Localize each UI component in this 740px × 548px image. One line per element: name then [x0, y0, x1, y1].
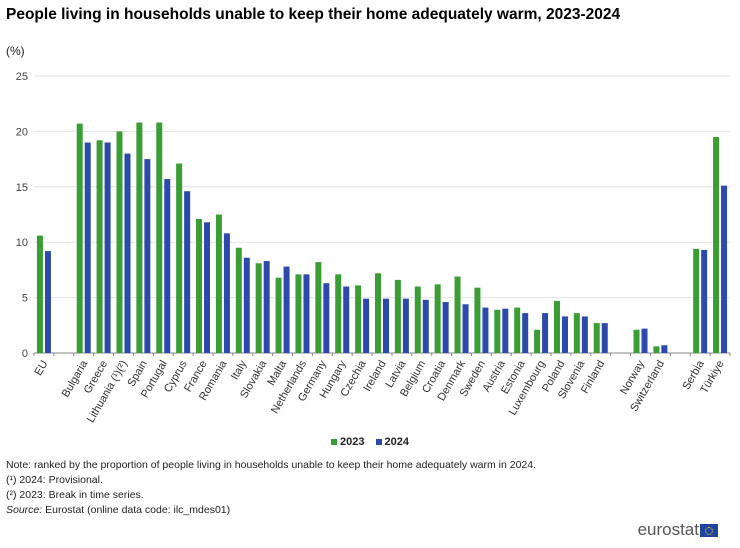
- bar-2024-Luxembourg: [542, 313, 549, 353]
- bar-2024-France: [204, 222, 211, 353]
- y-tick-label: 25: [16, 71, 28, 83]
- bar-2024-Switzerland: [661, 345, 668, 353]
- bar-2023-Estonia: [514, 307, 521, 353]
- note-provisional: (¹) 2024: Provisional.: [6, 474, 103, 486]
- bar-2024-Croatia: [442, 302, 449, 353]
- source-line: Source: Eurostat (online data code: ilc_…: [6, 503, 536, 518]
- bar-2024-Türkiye: [721, 185, 728, 353]
- bar-2023-Austria: [494, 309, 501, 353]
- bar-2024-Estonia: [522, 313, 529, 353]
- legend-swatch: [330, 439, 337, 446]
- bar-2024-Slovenia: [581, 316, 588, 353]
- bar-2024-Sweden: [482, 307, 489, 353]
- bar-2023-Serbia: [693, 248, 700, 353]
- note-ranking: Note: ranked by the proportion of people…: [6, 459, 537, 471]
- bar-2023-Türkiye: [713, 136, 720, 353]
- bar-2024-Spain: [144, 159, 151, 353]
- bar-2023-Belgium: [414, 286, 421, 353]
- bar-2023-Bulgaria: [76, 123, 83, 353]
- bar-2023-Luxembourg: [534, 329, 541, 353]
- y-tick-label: 0: [22, 348, 28, 360]
- bar-2023-Germany: [315, 262, 322, 353]
- eurostat-logo: eurostat: [638, 520, 718, 540]
- bar-2023-Greece: [96, 140, 103, 353]
- bar-2023-Poland: [553, 300, 560, 353]
- bar-2023-Romania: [215, 214, 222, 353]
- bar-2024-Poland: [561, 316, 568, 353]
- bar-2023-Cyprus: [176, 163, 183, 353]
- bar-2023-Portugal: [156, 122, 163, 353]
- bar-2023-Italy: [235, 247, 242, 353]
- y-tick-label: 10: [16, 237, 28, 249]
- bar-2024-Netherlands: [303, 274, 310, 353]
- y-tick-label: 15: [16, 182, 28, 194]
- bar-2024-Finland: [601, 323, 608, 353]
- bar-2024-EU: [44, 251, 51, 353]
- bar-2024-Greece: [104, 142, 111, 353]
- bar-2023-Spain: [136, 122, 143, 353]
- bar-2024-Ireland: [383, 298, 389, 353]
- chart-title: People living in households unable to ke…: [6, 6, 621, 23]
- bar-2023-Lithuania (¹)(²): [116, 131, 123, 353]
- bar-2023-Denmark: [454, 276, 461, 353]
- eu-flag-icon: [700, 523, 718, 537]
- bar-2023-EU: [36, 235, 43, 353]
- legend-item-2023: 2023: [330, 436, 365, 448]
- legend-label: 2023: [339, 436, 365, 448]
- bar-2024-Germany: [323, 283, 330, 353]
- bar-2024-Denmark: [462, 304, 469, 353]
- bar-2023-Norway: [633, 329, 640, 353]
- bar-2023-Latvia: [394, 279, 401, 353]
- bar-2024-Norway: [641, 328, 648, 353]
- legend-item-2024: 2024: [375, 436, 410, 448]
- bar-2023-Ireland: [375, 273, 381, 353]
- legend-label: 2024: [384, 436, 410, 448]
- bar-2024-Malta: [283, 266, 290, 353]
- bar-2024-Hungary: [343, 286, 350, 353]
- bar-2024-Czechia: [363, 298, 370, 353]
- bar-2024-Portugal: [164, 179, 171, 353]
- y-axis-unit: (%): [6, 44, 25, 58]
- note-break: (²) 2023: Break in time series.: [6, 489, 144, 501]
- bar-2023-Hungary: [335, 274, 342, 353]
- legend-swatch: [375, 439, 382, 446]
- bar-2023-France: [196, 218, 203, 353]
- y-tick-label: 5: [22, 293, 28, 305]
- bar-2024-Bulgaria: [84, 142, 91, 353]
- bar-2024-Cyprus: [184, 191, 191, 353]
- bar-2023-Croatia: [434, 284, 441, 353]
- bar-2024-Austria: [502, 308, 509, 353]
- bar-2024-Romania: [223, 233, 230, 353]
- y-tick-label: 20: [16, 126, 28, 138]
- bar-2024-Belgium: [422, 299, 429, 353]
- bar-2023-Sweden: [474, 287, 481, 353]
- legend: 2023 2024: [0, 436, 740, 448]
- bar-2024-Latvia: [402, 298, 409, 353]
- source-text: Eurostat (online data code: ilc_mdes01): [42, 504, 231, 516]
- bar-2024-Italy: [243, 257, 250, 353]
- bar-2024-Slovakia: [263, 261, 270, 353]
- bar-2023-Netherlands: [295, 274, 302, 353]
- bar-2023-Switzerland: [653, 346, 660, 353]
- x-tick-label: EU: [33, 358, 51, 377]
- bar-2023-Malta: [275, 277, 282, 353]
- bar-2023-Slovakia: [255, 263, 262, 353]
- logo-text: eurostat: [637, 520, 699, 539]
- bar-2024-Serbia: [701, 249, 708, 353]
- footnotes: Note: ranked by the proportion of people…: [6, 458, 536, 518]
- bar-2023-Czechia: [355, 285, 362, 353]
- bar-2023-Slovenia: [573, 313, 580, 353]
- source-label: Source:: [6, 504, 43, 516]
- bar-2023-Finland: [593, 323, 600, 353]
- bar-2024-Lithuania (¹)(²): [124, 153, 131, 353]
